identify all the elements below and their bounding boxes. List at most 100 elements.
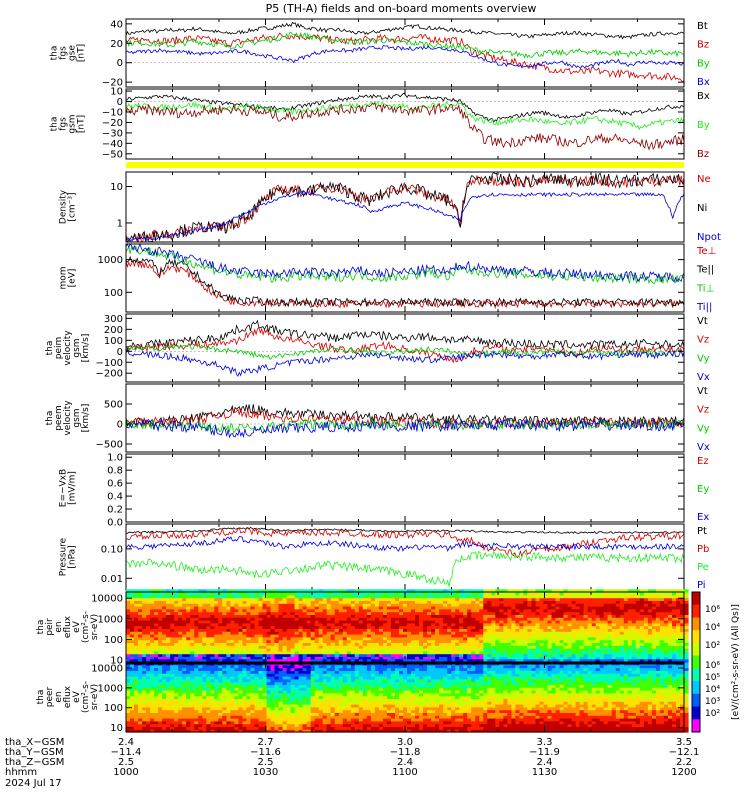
spectrogram-cell xyxy=(403,614,408,618)
spectrogram-cell xyxy=(142,692,147,697)
spectrogram-cell xyxy=(186,678,191,683)
spectrogram-cell xyxy=(282,617,288,621)
spectrogram-cell xyxy=(262,692,268,697)
spectrogram-cell xyxy=(254,720,260,725)
spectrogram-cell xyxy=(170,597,175,601)
spectrogram-cell xyxy=(322,611,328,615)
spectrogram-cell xyxy=(226,659,231,663)
spectrogram-cell xyxy=(451,642,456,646)
spectrogram-cell xyxy=(459,611,464,615)
spectrogram-cell xyxy=(338,606,344,610)
spectrogram-cell xyxy=(483,594,488,599)
spectrogram-cell xyxy=(134,634,139,638)
spectrogram-cell xyxy=(459,600,464,604)
spectrogram-cell xyxy=(194,606,199,610)
spectrogram-cell xyxy=(411,634,416,638)
spectrogram-cell xyxy=(226,606,231,610)
spectrogram-cell xyxy=(150,676,155,680)
spectrogram-cell xyxy=(182,634,187,638)
spectrogram-cell xyxy=(427,648,432,652)
spectrogram-cell xyxy=(370,648,376,652)
spectrogram-cell xyxy=(242,698,247,702)
spectrogram-cell xyxy=(487,625,492,629)
spectrogram-cell xyxy=(158,712,163,716)
spectrogram-cell xyxy=(306,597,312,601)
spectrogram-cell xyxy=(491,589,496,593)
spectrogram-cell xyxy=(210,606,215,610)
spectrogram-cell xyxy=(134,667,139,671)
spectrogram-cell xyxy=(447,606,452,610)
spectrogram-cell xyxy=(423,597,428,601)
spectrogram-cell xyxy=(162,650,167,655)
spectrogram-cell xyxy=(250,678,255,683)
spectrogram-cell xyxy=(250,600,255,604)
spectrogram-cell xyxy=(571,620,577,624)
spectrogram-cell xyxy=(539,594,545,599)
spectrogram-cell xyxy=(282,656,288,660)
spectrogram-cell xyxy=(611,634,617,638)
spectrogram-cell xyxy=(676,606,681,610)
spectrogram-cell xyxy=(174,608,179,613)
spectrogram-cell xyxy=(238,636,243,641)
spectrogram-cell xyxy=(214,698,219,702)
spectrogram-cell xyxy=(146,594,151,599)
spectrogram-cell xyxy=(651,608,657,613)
spectrogram-cell xyxy=(559,594,565,599)
spectrogram-cell xyxy=(680,600,685,604)
spectrogram-cell xyxy=(202,631,207,635)
spectrogram-cell xyxy=(250,628,255,632)
spectrogram-cell xyxy=(382,608,388,613)
spectrogram-cell xyxy=(366,653,372,657)
spectrogram-cell xyxy=(427,608,432,613)
spectrogram-cell xyxy=(575,592,581,596)
spectrogram-cell xyxy=(423,628,428,632)
spectrogram-cell xyxy=(382,606,388,610)
spectrogram-cell xyxy=(366,639,372,643)
spectrogram-cell xyxy=(519,634,524,638)
spectrogram-cell xyxy=(479,592,484,596)
spectrogram-cell xyxy=(354,625,360,629)
spectrogram-cell xyxy=(226,617,231,621)
spectrogram-cell xyxy=(463,592,468,596)
spectrogram-cell xyxy=(222,673,227,677)
spectrogram-cell xyxy=(210,650,215,655)
spectrogram-cell xyxy=(162,676,167,680)
spectrogram-cell xyxy=(555,631,561,635)
spectrogram-cell xyxy=(647,589,653,593)
spectrogram-cell xyxy=(158,690,163,694)
spectrogram-cell xyxy=(186,695,191,699)
spectrogram-cell xyxy=(342,636,348,641)
spectrogram-cell xyxy=(523,628,528,632)
spectrogram-cell xyxy=(663,628,669,632)
spectrogram-cell xyxy=(310,603,316,607)
spectrogram-cell xyxy=(234,645,239,649)
spectrogram-cell xyxy=(467,608,472,613)
spectrogram-cell xyxy=(435,628,440,632)
spectrogram-cell xyxy=(294,620,300,624)
spectrogram-cell xyxy=(491,597,496,601)
spectrogram-cell xyxy=(680,628,685,632)
spectrogram-cell xyxy=(655,611,661,615)
spectrogram-cell xyxy=(599,642,605,646)
spectrogram-cell xyxy=(146,608,151,613)
spectrogram-cell xyxy=(330,603,336,607)
spectrogram-cell xyxy=(386,617,392,621)
spectrogram-cell xyxy=(423,636,428,641)
spectrogram-cell xyxy=(487,639,492,643)
spectrogram-cell xyxy=(471,628,476,632)
spectrogram-cell xyxy=(266,614,272,618)
spectrogram-cell xyxy=(358,603,364,607)
spectrogram-cell xyxy=(202,659,207,663)
spectrogram-cell xyxy=(491,634,496,638)
spectrogram-cell xyxy=(386,611,392,615)
spectrogram-cell xyxy=(455,650,460,655)
spectrogram-cell xyxy=(218,650,223,655)
spectrogram-cell xyxy=(214,634,219,638)
spectrogram-cell xyxy=(270,642,276,646)
spectrogram-cell xyxy=(583,603,589,607)
spectrogram-cell xyxy=(150,639,155,643)
spectrogram-cell xyxy=(599,611,605,615)
spectrogram-cell xyxy=(635,639,641,643)
spectrogram-cell xyxy=(158,706,163,711)
spectrogram-cell xyxy=(358,628,364,632)
